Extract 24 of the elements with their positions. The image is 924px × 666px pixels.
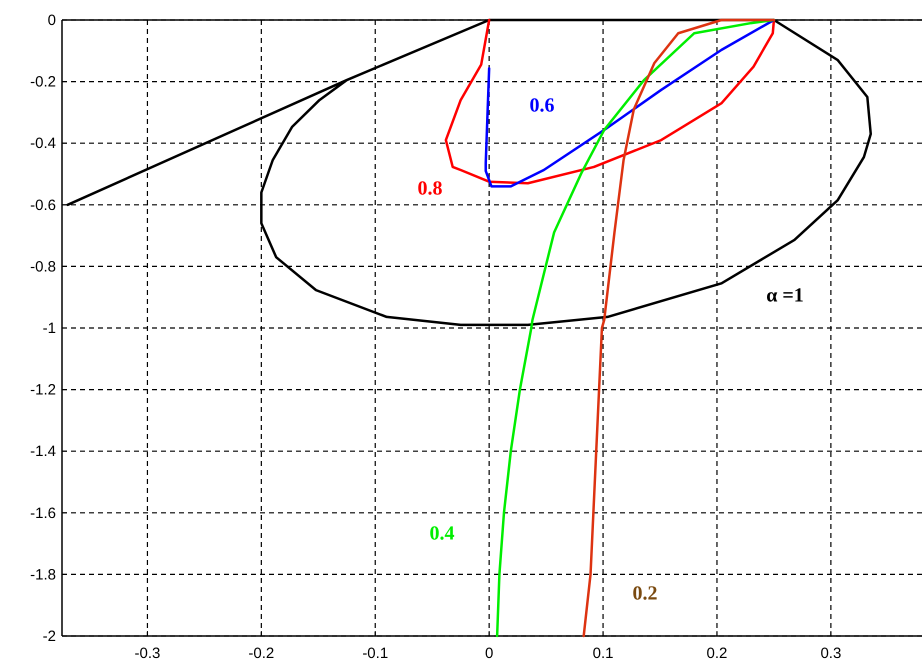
x-tick-label: 0.1 [592, 645, 614, 662]
y-tick-label: -0.2 [30, 74, 56, 91]
x-tick-label: -0.2 [248, 645, 274, 662]
series-label: 0.6 [530, 94, 554, 117]
text: 0.4 [430, 522, 454, 545]
y-tick-label: -1.2 [30, 382, 56, 399]
line-series [582, 18, 776, 638]
x-tick-label: 0.3 [820, 645, 842, 662]
x-tick-label: 0 [484, 645, 494, 662]
text: 0.2 [632, 582, 658, 605]
x-tick-label: -0.3 [134, 645, 160, 662]
y-tick-label: -0.8 [30, 258, 56, 276]
series-label: α =1 [766, 284, 804, 307]
y-tick-label: -0.6 [30, 196, 56, 214]
y-tick-label: -1.4 [30, 443, 56, 460]
y-tick-label: 0 [48, 12, 56, 29]
y-tick-label: -1.8 [30, 566, 56, 584]
series-label: 0.8 [418, 178, 442, 200]
x-tick-label: 0.2 [706, 645, 728, 662]
y-tick-label: -0.4 [30, 135, 56, 152]
y-tick-label: -1 [42, 320, 56, 337]
y-tick-label: -2 [42, 628, 56, 645]
y-tick-label: -1.6 [30, 504, 56, 522]
x-tick-label: -0.1 [362, 645, 388, 662]
